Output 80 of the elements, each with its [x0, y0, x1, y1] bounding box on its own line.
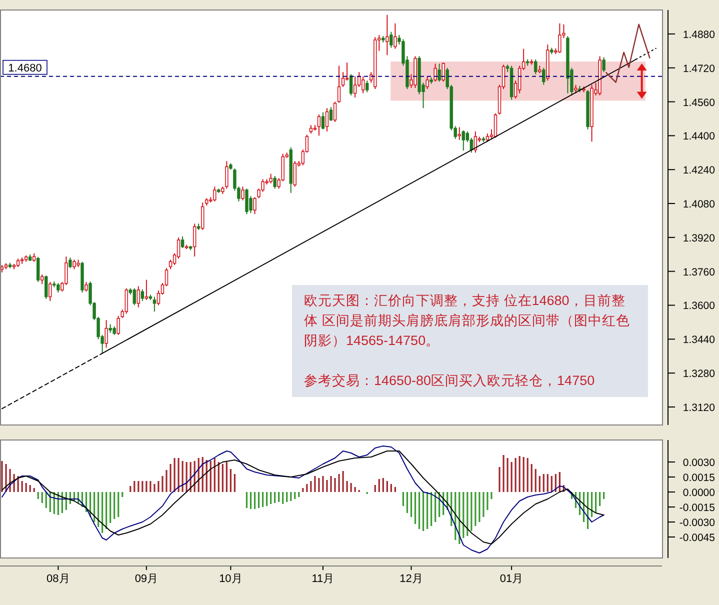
- ref-line-label: 1.4680: [8, 62, 42, 74]
- y-tick-label: 1.4080: [682, 198, 716, 211]
- candlestick: [462, 130, 466, 152]
- candlestick: [458, 126, 461, 140]
- candlestick: [140, 288, 144, 302]
- y-tick-label: 0.0000: [682, 487, 716, 499]
- candlestick: [602, 56, 606, 73]
- candlestick: [124, 288, 128, 314]
- candlestick: [558, 22, 562, 54]
- candlestick: [132, 288, 136, 306]
- candlestick: [317, 114, 321, 136]
- candlestick: [48, 281, 52, 302]
- candlestick: [36, 256, 40, 282]
- y-tick-label: 1.3440: [682, 334, 716, 346]
- y-tick-label: 1.3120: [682, 402, 716, 414]
- x-tick-label: 08月: [46, 573, 70, 585]
- annotation: 参考交易：14650-80区间买入欧元轻仓，14750: [304, 372, 596, 390]
- x-tick-label: 11月: [312, 573, 334, 585]
- candlestick: [293, 160, 296, 188]
- candlestick: [366, 80, 369, 93]
- candlestick: [434, 63, 437, 82]
- y-tick-label: -0.0015: [679, 502, 716, 514]
- candlestick: [386, 14, 389, 56]
- candlestick: [40, 274, 44, 285]
- y-tick-label: 0.0015: [682, 472, 716, 484]
- candlestick: [152, 296, 156, 312]
- candlestick: [192, 223, 196, 257]
- candlestick: [245, 188, 248, 215]
- candlestick: [253, 196, 256, 215]
- y-tick-label: 1.4880: [682, 28, 716, 41]
- candlestick: [180, 236, 184, 249]
- y-tick-label: 1.3920: [682, 232, 716, 244]
- candlestick: [241, 186, 244, 201]
- candlestick: [116, 315, 120, 336]
- candlestick: [341, 72, 345, 88]
- y-tick-label: -0.0045: [679, 532, 716, 544]
- candlestick: [213, 186, 216, 202]
- x-tick-label: 01月: [500, 573, 524, 585]
- y-tick-label: 1.3280: [682, 368, 716, 380]
- candlestick: [442, 62, 445, 82]
- candlestick: [201, 202, 204, 231]
- candlestick: [333, 101, 337, 122]
- x-tick-label: 12月: [400, 573, 423, 585]
- x-tick-label: 10月: [219, 573, 242, 585]
- y-tick-label: 1.4240: [682, 164, 716, 177]
- candlestick: [56, 282, 60, 294]
- candlestick: [273, 175, 276, 190]
- candlestick: [68, 257, 72, 269]
- y-tick-label: 1.4400: [682, 130, 716, 143]
- candlestick: [494, 112, 498, 138]
- y-tick-label: 1.3760: [682, 266, 716, 278]
- y-tick-label: 1.4560: [682, 96, 716, 109]
- candlestick: [438, 63, 441, 82]
- y-tick-label: 1.4720: [682, 62, 716, 75]
- y-tick-label: -0.0030: [679, 517, 716, 529]
- candlestick: [534, 58, 538, 75]
- y-tick-label: 0.0030: [682, 457, 716, 469]
- candlestick: [225, 160, 228, 190]
- candlestick: [474, 130, 478, 154]
- y-tick-label: 1.3600: [682, 300, 716, 312]
- candlestick: [390, 31, 393, 48]
- candlestick: [329, 106, 333, 122]
- candlestick: [325, 108, 329, 132]
- candlestick: [72, 259, 76, 270]
- candlestick: [337, 65, 341, 104]
- candlestick: [136, 286, 140, 308]
- candlestick: [353, 76, 357, 98]
- candlestick: [269, 173, 272, 184]
- x-tick-label: 09月: [134, 573, 158, 585]
- candlestick: [518, 65, 522, 94]
- candlestick: [104, 320, 108, 348]
- candlestick: [176, 236, 180, 260]
- candlestick: [426, 76, 429, 90]
- annotation: 欧元天图：汇价向下调整，支持 位在14680，目前整体 区间是前期头肩膀底肩部形成的区间带（图中红色阴影）14565-14750。: [304, 292, 631, 350]
- candlestick: [542, 67, 546, 86]
- candlestick: [394, 22, 397, 50]
- candlestick: [84, 281, 88, 292]
- candlestick: [321, 112, 325, 130]
- candlestick: [44, 275, 48, 300]
- candlestick: [361, 76, 365, 94]
